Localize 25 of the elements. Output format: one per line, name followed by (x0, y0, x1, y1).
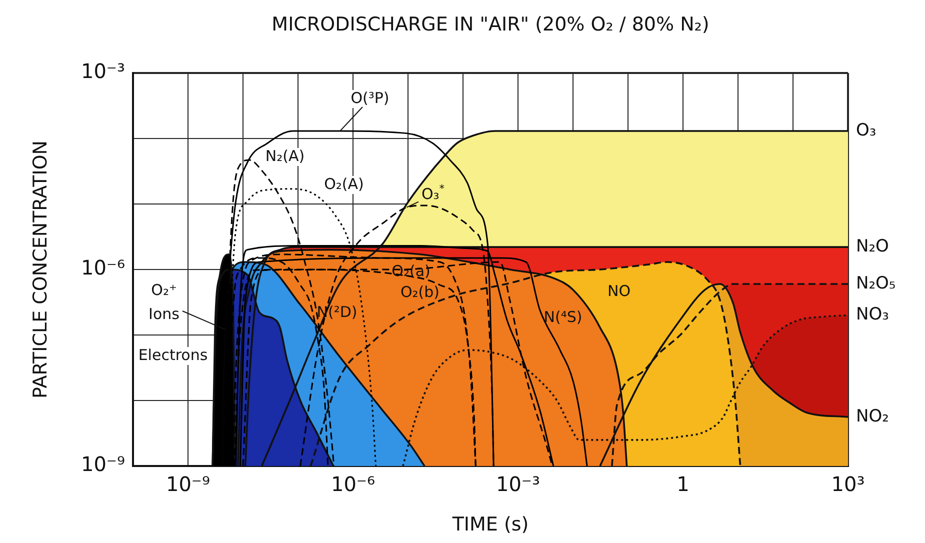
series-label: N₂(A) (265, 146, 305, 165)
series-label: N₂O (856, 236, 889, 256)
series-label: O(³P) (350, 88, 390, 107)
series-label: O₃ (856, 120, 876, 140)
series-label: O₃* (421, 183, 445, 203)
series-label: N(⁴S) (544, 308, 582, 326)
y-tick-label: 10⁻³ (80, 59, 125, 84)
x-tick-label: 10³ (831, 472, 865, 496)
x-axis-title: TIME (s) (451, 514, 529, 536)
series-label: O₂(b) (400, 282, 440, 301)
series-label: NO (607, 282, 631, 300)
y-tick-label: 10⁻⁶ (80, 256, 125, 280)
x-tick-label: 1 (676, 472, 690, 496)
y-axis-title: PARTICLE CONCENTRATION (29, 140, 52, 399)
text: O₂⁺ Ions (148, 280, 180, 323)
y-tick-label: 10⁻⁹ (80, 452, 125, 476)
series-label: Electrons (138, 346, 208, 364)
chart-title: MICRODISCHARGE IN "AIR" (20% O₂ / 80% N₂) (272, 13, 710, 36)
series-label: NO₂ (856, 406, 889, 426)
x-tick-label: 10⁻³ (496, 472, 540, 496)
x-tick-label: 10⁻⁶ (330, 472, 376, 496)
x-tick-label: 10⁻⁹ (166, 472, 210, 496)
series-label: O₂(A) (324, 174, 364, 193)
series-label: N₂O₅ (856, 273, 896, 294)
series-label: NO₃ (856, 304, 889, 325)
